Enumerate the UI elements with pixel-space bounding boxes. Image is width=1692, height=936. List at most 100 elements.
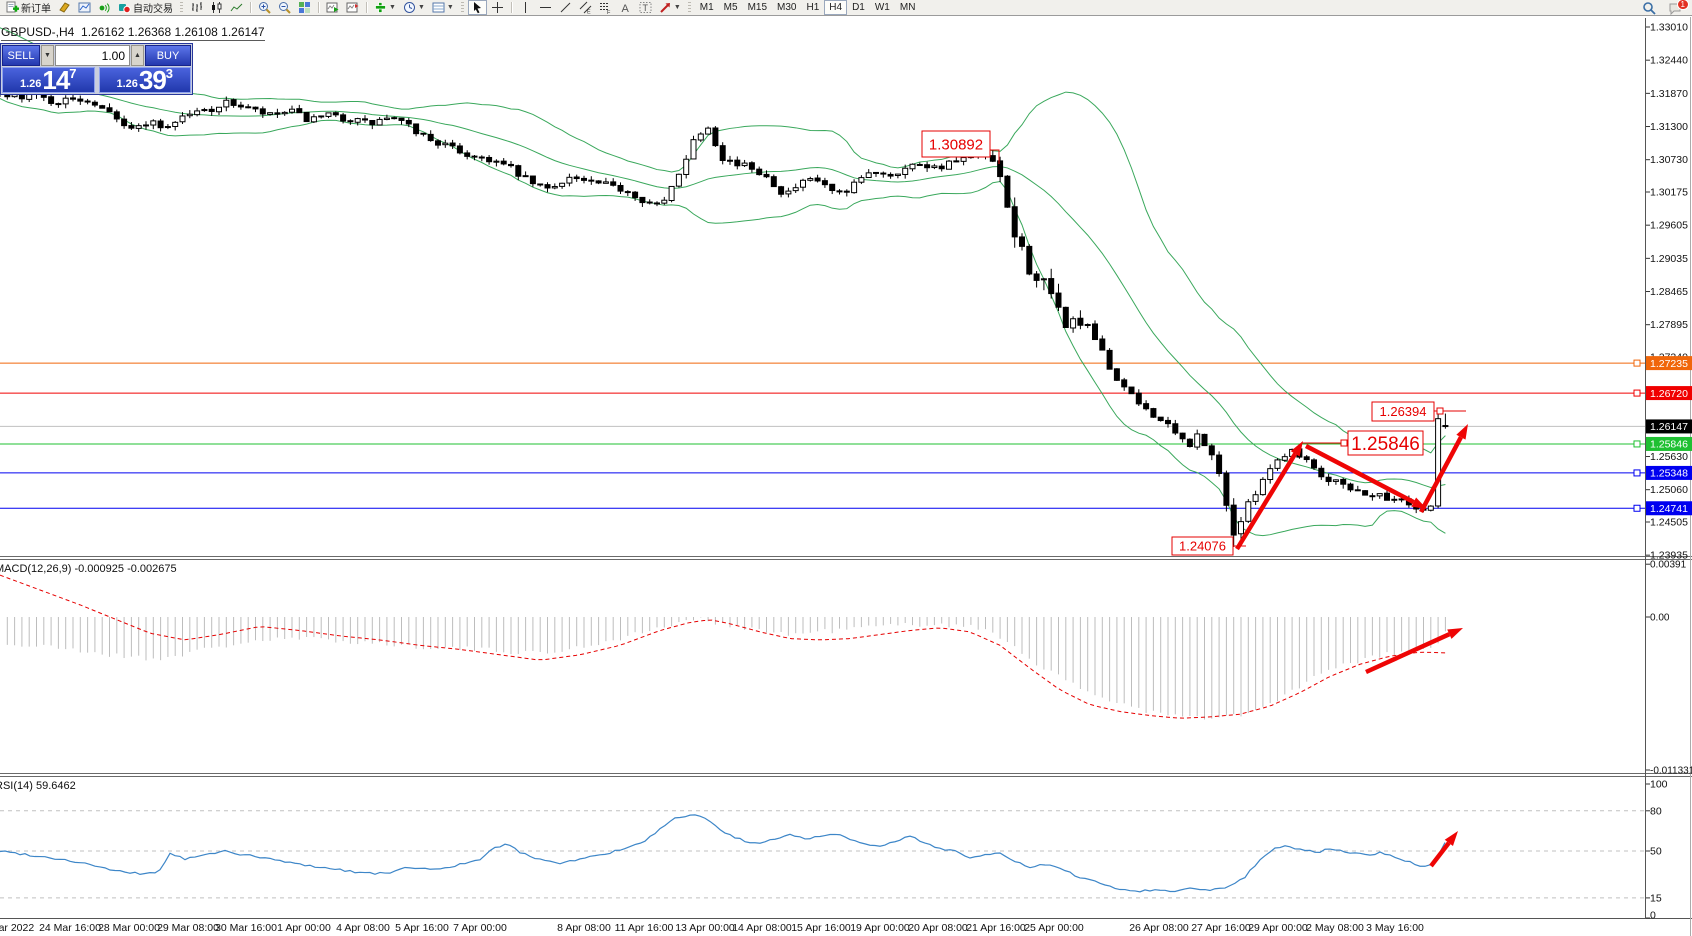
bar-chart-type-button[interactable] [187, 0, 206, 15]
svg-text:1.24505: 1.24505 [1650, 516, 1688, 528]
bid-quote-button[interactable]: 1.26 14 7 [2, 67, 95, 93]
chart-shift-button[interactable] [343, 0, 362, 15]
svg-text:1.32440: 1.32440 [1650, 55, 1688, 67]
line-chart-icon [230, 1, 243, 14]
ohlc-values: 1.26162 1.26368 1.26108 1.26147 [81, 25, 265, 39]
tile-windows-icon [298, 1, 311, 14]
horizontal-line-tool-button[interactable] [536, 0, 555, 15]
template-icon [432, 1, 445, 14]
search-button[interactable] [1639, 0, 1659, 15]
volume-input[interactable] [55, 45, 130, 66]
vertical-line-tool-button[interactable] [516, 0, 535, 15]
timeframe-w1-button[interactable]: W1 [870, 0, 895, 15]
timeframe-h4-button[interactable]: H4 [824, 0, 848, 15]
svg-text:F: F [607, 10, 611, 14]
svg-text:1.30175: 1.30175 [1650, 186, 1688, 198]
svg-text:0: 0 [1650, 910, 1656, 922]
timeframe-m15-button[interactable]: M15 [743, 0, 772, 15]
arrows-tool-button[interactable]: ▼ [656, 0, 684, 15]
toolbar-separator [366, 2, 367, 13]
zoom-out-icon [278, 1, 291, 14]
svg-text:13 Apr 00:00: 13 Apr 00:00 [675, 922, 735, 934]
volume-decrease-button[interactable]: ▼ [41, 45, 54, 66]
svg-text:28 Mar 00:00: 28 Mar 00:00 [98, 922, 160, 934]
main-toolbar: 新订单 自动交易 ▼ ▼ [0, 0, 1692, 16]
fibonacci-icon: F [599, 1, 612, 14]
toolbar-separator [250, 2, 251, 13]
svg-text:1.31870: 1.31870 [1650, 88, 1688, 100]
symbol-period-label: GBPUSD-,H4 [1, 25, 75, 39]
svg-text:1.26147: 1.26147 [1650, 421, 1688, 433]
timeframe-d1-button[interactable]: D1 [847, 0, 870, 15]
ask-quote-button[interactable]: 1.26 39 3 [98, 67, 191, 93]
text-label-tool-button[interactable]: T [636, 0, 655, 15]
line-chart-type-button[interactable] [227, 0, 246, 15]
notifications-button[interactable]: 1 [1665, 0, 1689, 15]
autotrading-icon [118, 1, 131, 14]
vertical-line-icon [519, 1, 532, 14]
auto-scroll-button[interactable] [323, 0, 342, 15]
svg-text:8 Apr 08:00: 8 Apr 08:00 [557, 922, 611, 934]
svg-text:1.29605: 1.29605 [1650, 220, 1688, 232]
timeframe-mn-button[interactable]: MN [895, 0, 921, 15]
svg-text:1.26720: 1.26720 [1650, 388, 1688, 400]
svg-text:4 Apr 08:00: 4 Apr 08:00 [336, 922, 390, 934]
trendline-tool-button[interactable] [556, 0, 575, 15]
text-tool-button[interactable]: A [616, 0, 635, 15]
zoom-in-icon [258, 1, 271, 14]
chevron-down-icon: ▼ [389, 3, 396, 11]
crosshair-tool-button[interactable] [488, 0, 507, 15]
periods-button[interactable]: ▼ [400, 0, 428, 15]
candlestick-series [0, 85, 1449, 547]
svg-text:1.30730: 1.30730 [1650, 154, 1688, 166]
horizontal-level-lines[interactable] [0, 359, 1645, 512]
cursor-tool-button[interactable] [467, 0, 487, 15]
bid-price-big: 14 [42, 65, 70, 95]
svg-text:3 May 16:00: 3 May 16:00 [1366, 922, 1424, 934]
svg-text:14 Apr 08:00: 14 Apr 08:00 [732, 922, 792, 934]
arrow-object-icon [659, 1, 672, 14]
toolbar-grip [180, 2, 183, 13]
broadcast-icon [98, 1, 111, 14]
price-annotations[interactable]: 1.30892 1.26394 1.25846 1.24076 [921, 130, 1466, 556]
crosshair-icon [491, 1, 504, 14]
svg-text:1.25348: 1.25348 [1650, 468, 1688, 480]
indicators-button[interactable]: ▼ [371, 0, 399, 15]
svg-text:24 Mar 16:00: 24 Mar 16:00 [39, 922, 101, 934]
broadcast-button[interactable] [95, 0, 114, 15]
channel-tool-button[interactable]: E [576, 0, 595, 15]
timeframe-h1-button[interactable]: H1 [801, 0, 824, 15]
timeframe-m1-button[interactable]: M1 [695, 0, 719, 15]
trend-arrows[interactable] [1235, 424, 1468, 868]
svg-text:1.28465: 1.28465 [1650, 286, 1688, 298]
volume-increase-button[interactable]: ▲ [131, 45, 144, 66]
buy-button[interactable]: BUY [145, 45, 191, 66]
zoom-in-button[interactable] [255, 0, 274, 15]
price-axis-labels: 1.27235 1.26720 1.26147 1.25846 1.25348 1.247… [1646, 356, 1692, 516]
timeframe-m5-button[interactable]: M5 [719, 0, 743, 15]
price-chart-canvas[interactable]: 1.33010 1.32440 1.31870 1.31300 1.30730 1.301… [0, 16, 1692, 936]
chart-window-button[interactable] [75, 0, 94, 15]
ask-price-prefix: 1.26 [116, 78, 138, 90]
chevron-down-icon: ▼ [417, 3, 425, 11]
zoom-out-button[interactable] [275, 0, 294, 15]
autotrading-button[interactable]: 自动交易 [115, 0, 176, 15]
svg-text:19 Apr 00:00: 19 Apr 00:00 [850, 922, 910, 934]
new-order-button[interactable]: 新订单 [3, 0, 54, 15]
chart-window: 1.33010 1.32440 1.31870 1.31300 1.30730 1.301… [0, 16, 1692, 936]
tile-windows-button[interactable] [295, 0, 314, 15]
fibonacci-tool-button[interactable]: F [596, 0, 615, 15]
rsi-indicator [0, 814, 1446, 893]
svg-text:1.24741: 1.24741 [1650, 503, 1688, 515]
candlestick-icon [210, 1, 223, 14]
timeframe-m30-button[interactable]: M30 [772, 0, 801, 15]
brush-button[interactable] [55, 0, 74, 15]
auto-scroll-icon [326, 1, 339, 14]
svg-text:29 Mar 08:00: 29 Mar 08:00 [157, 922, 219, 934]
svg-text:1.23935: 1.23935 [1650, 550, 1688, 562]
sell-button[interactable]: SELL [2, 45, 40, 66]
svg-text:7 Apr 00:00: 7 Apr 00:00 [453, 922, 507, 934]
indicators-add-icon [374, 1, 387, 14]
templates-button[interactable]: ▼ [429, 0, 457, 15]
candlestick-type-button[interactable] [207, 0, 226, 15]
